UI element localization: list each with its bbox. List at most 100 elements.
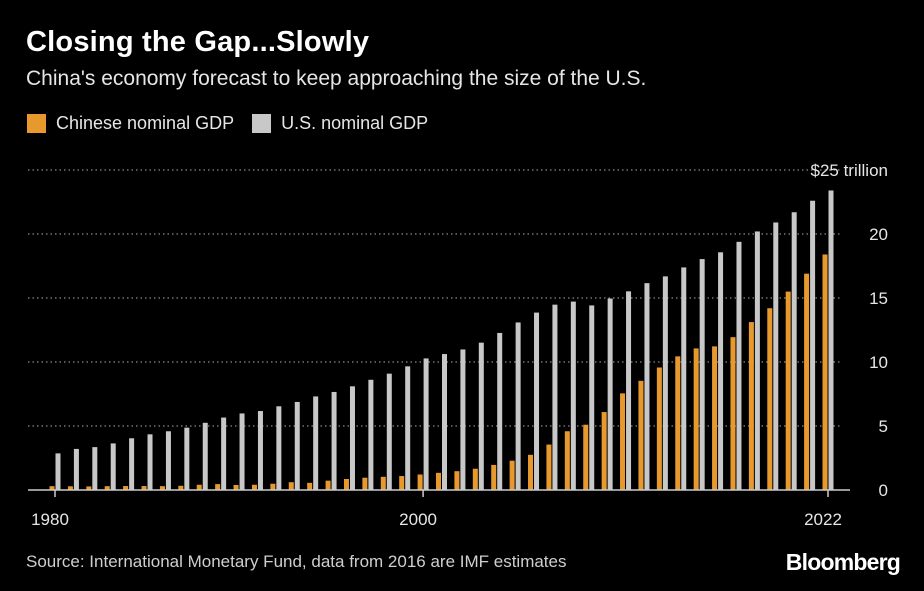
bar-china-2005 bbox=[509, 460, 515, 490]
bar-us-2010 bbox=[607, 298, 613, 490]
bar-china-2019 bbox=[767, 308, 773, 490]
y-tick-label-10: 10 bbox=[869, 353, 888, 372]
bar-us-2002 bbox=[460, 349, 466, 490]
bar-us-2004 bbox=[497, 332, 503, 490]
bar-us-2020 bbox=[791, 212, 797, 491]
bar-china-1995 bbox=[325, 480, 331, 490]
bar-us-2022 bbox=[828, 190, 834, 491]
bar-china-2007 bbox=[546, 444, 552, 490]
bar-us-2012 bbox=[644, 283, 650, 490]
bar-us-1992 bbox=[276, 406, 282, 490]
bar-china-1990 bbox=[233, 485, 239, 490]
bar-us-2001 bbox=[442, 354, 447, 490]
bar-us-1982 bbox=[92, 447, 98, 490]
bar-us-2003 bbox=[478, 342, 484, 490]
legend-item-china: Chinese nominal GDP bbox=[27, 113, 234, 134]
bar-us-2017 bbox=[736, 241, 742, 490]
bar-china-2014 bbox=[675, 356, 681, 490]
bar-china-2020 bbox=[785, 291, 791, 490]
x-tick-label-2000: 2000 bbox=[399, 510, 437, 529]
bar-us-2000 bbox=[423, 358, 429, 490]
bar-china-2000 bbox=[417, 474, 423, 490]
bar-us-1994 bbox=[313, 396, 319, 490]
bar-china-2012 bbox=[638, 380, 644, 490]
y-tick-label-0: 0 bbox=[879, 481, 888, 500]
bar-china-1982 bbox=[86, 486, 92, 490]
y-tick-label-5: 5 bbox=[879, 417, 888, 436]
chart-subtitle: China's economy forecast to keep approac… bbox=[26, 67, 647, 90]
bar-china-1981 bbox=[67, 486, 73, 490]
bar-china-2003 bbox=[472, 468, 478, 490]
legend-label-us: U.S. nominal GDP bbox=[281, 113, 429, 133]
bar-china-1980 bbox=[49, 486, 55, 490]
bar-china-1999 bbox=[399, 476, 405, 490]
bar-china-1987 bbox=[178, 485, 184, 490]
bar-china-1988 bbox=[196, 484, 202, 490]
bar-us-2016 bbox=[718, 252, 724, 490]
bar-us-1985 bbox=[147, 434, 153, 490]
bar-us-1987 bbox=[184, 427, 190, 490]
bar-china-2013 bbox=[656, 367, 662, 490]
bar-us-2015 bbox=[699, 259, 705, 490]
bar-us-2018 bbox=[754, 231, 760, 490]
bar-us-2007 bbox=[552, 304, 558, 490]
x-tick-label-1980: 1980 bbox=[31, 510, 69, 529]
bar-china-1984 bbox=[123, 486, 129, 490]
source-note: Source: International Monetary Fund, dat… bbox=[26, 552, 567, 571]
bar-china-1985 bbox=[141, 486, 147, 490]
y-tick-label-25: $25 trillion bbox=[811, 161, 889, 180]
y-tick-label-20: 20 bbox=[869, 225, 888, 244]
bar-china-1998 bbox=[380, 476, 386, 490]
bar-us-2008 bbox=[570, 301, 576, 490]
bar-china-2010 bbox=[601, 412, 607, 490]
bar-us-1988 bbox=[202, 422, 208, 490]
bar-china-1997 bbox=[362, 477, 368, 490]
bar-china-2016 bbox=[712, 346, 718, 490]
bar-us-2006 bbox=[534, 312, 540, 490]
bar-us-1999 bbox=[405, 366, 411, 490]
legend-label-china: Chinese nominal GDP bbox=[56, 113, 235, 133]
bar-us-1983 bbox=[110, 443, 116, 490]
bar-china-2008 bbox=[564, 431, 570, 490]
bar-us-1995 bbox=[331, 391, 337, 490]
bar-us-1991 bbox=[257, 411, 263, 490]
bar-china-2002 bbox=[454, 471, 460, 490]
bar-china-1993 bbox=[288, 482, 294, 490]
bar-us-2009 bbox=[589, 305, 595, 490]
bar-china-1996 bbox=[343, 478, 349, 490]
bar-china-2009 bbox=[583, 424, 589, 490]
bar-china-2001 bbox=[436, 472, 441, 490]
bar-us-1996 bbox=[349, 386, 355, 490]
bar-china-1992 bbox=[270, 483, 276, 490]
bar-us-1990 bbox=[239, 413, 245, 490]
bar-china-1994 bbox=[307, 482, 313, 490]
bar-china-2021 bbox=[804, 273, 810, 490]
x-tick-label-2022: 2022 bbox=[804, 510, 842, 529]
bar-us-1984 bbox=[129, 438, 135, 490]
bar-china-2022 bbox=[822, 254, 828, 490]
legend-swatch-china bbox=[27, 114, 46, 133]
bar-china-2018 bbox=[748, 322, 754, 490]
bar-us-2013 bbox=[662, 276, 668, 490]
bar-china-2017 bbox=[730, 337, 736, 490]
bar-china-1983 bbox=[104, 486, 110, 490]
bar-us-1981 bbox=[73, 448, 79, 490]
bar-china-2006 bbox=[528, 454, 534, 490]
legend-item-us: U.S. nominal GDP bbox=[252, 113, 428, 134]
bar-us-2011 bbox=[626, 291, 632, 490]
bar-us-1998 bbox=[386, 373, 392, 490]
bar-us-2019 bbox=[773, 222, 779, 491]
bar-us-1997 bbox=[368, 379, 374, 490]
bar-china-2015 bbox=[693, 348, 699, 490]
bar-us-1993 bbox=[294, 401, 300, 490]
bar-china-1989 bbox=[215, 484, 221, 490]
bar-us-2021 bbox=[810, 200, 816, 490]
bar-us-2014 bbox=[681, 267, 687, 490]
bar-china-2004 bbox=[491, 464, 497, 490]
chart-title: Closing the Gap...Slowly bbox=[26, 26, 370, 58]
legend: Chinese nominal GDP U.S. nominal GDP bbox=[27, 113, 446, 134]
bar-china-1991 bbox=[251, 484, 257, 490]
bar-us-1986 bbox=[165, 431, 171, 490]
bar-china-2011 bbox=[620, 393, 626, 490]
